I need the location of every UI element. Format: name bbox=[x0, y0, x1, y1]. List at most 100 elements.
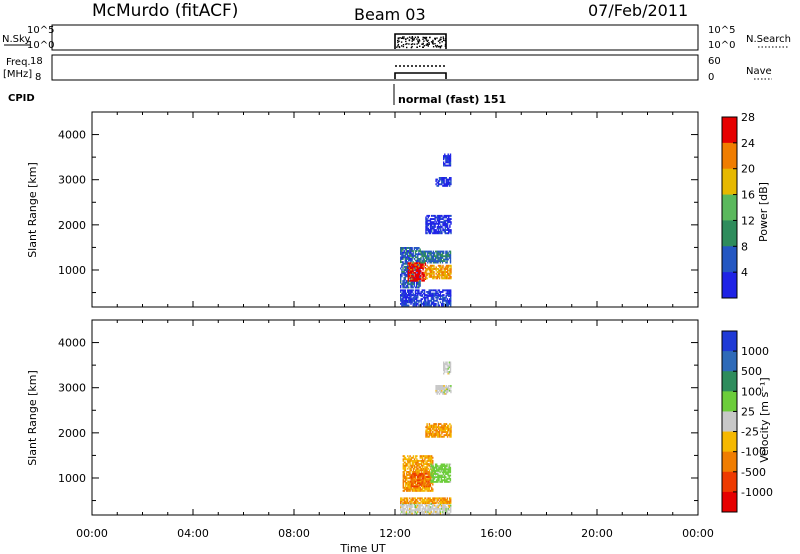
velocity-cell bbox=[438, 432, 441, 435]
nsearch-point bbox=[419, 45, 421, 47]
power-cell bbox=[409, 250, 411, 252]
power-cell bbox=[417, 275, 420, 277]
power-cell bbox=[432, 261, 435, 264]
velocity-cell bbox=[421, 507, 423, 510]
power-cell bbox=[433, 230, 435, 233]
velocity-cell bbox=[412, 474, 414, 477]
velocity-cell bbox=[437, 476, 439, 479]
power-cell bbox=[417, 276, 420, 279]
power-cell bbox=[411, 258, 413, 260]
power-cell bbox=[442, 274, 444, 277]
power-cell bbox=[435, 277, 437, 280]
velocity-cell bbox=[400, 509, 402, 512]
velocity-cell bbox=[408, 456, 410, 459]
power-cell bbox=[404, 262, 406, 265]
power-colorbar-swatch bbox=[722, 168, 737, 195]
velocity-cell bbox=[428, 500, 430, 503]
power-cell bbox=[431, 256, 433, 259]
power-cell bbox=[418, 251, 420, 254]
velocity-cell bbox=[419, 499, 421, 501]
power-cell bbox=[400, 261, 402, 264]
power-cell bbox=[409, 291, 411, 293]
velocity-cell bbox=[445, 499, 447, 501]
power-cell bbox=[437, 294, 439, 296]
power-cell bbox=[429, 230, 432, 233]
power-cell bbox=[420, 304, 422, 307]
velocity-cell bbox=[447, 366, 449, 369]
velocity-cell bbox=[420, 464, 423, 467]
velocity-cell bbox=[436, 479, 438, 482]
velocity-cell bbox=[413, 489, 416, 492]
power-cell bbox=[412, 263, 414, 266]
velocity-cell bbox=[423, 472, 426, 475]
velocity-cell bbox=[449, 479, 452, 482]
velocity-cell bbox=[443, 363, 445, 365]
power-cell bbox=[440, 269, 442, 272]
power-cell bbox=[446, 214, 449, 217]
velocity-cell bbox=[413, 464, 416, 467]
velocity-cell bbox=[417, 488, 419, 491]
power-cell bbox=[436, 298, 438, 301]
power-cell bbox=[436, 222, 439, 225]
power-cell bbox=[429, 291, 431, 293]
velocity-cell bbox=[434, 435, 436, 438]
velocity-cell bbox=[440, 479, 442, 482]
power-cell bbox=[430, 304, 433, 307]
velocity-cell bbox=[415, 483, 418, 486]
velocity-cell bbox=[427, 456, 429, 459]
velocity-cell bbox=[426, 512, 428, 515]
power-cell bbox=[416, 261, 418, 264]
power-cell bbox=[417, 291, 419, 293]
velocity-cell bbox=[404, 477, 407, 480]
nsearch-point bbox=[432, 46, 435, 48]
nsearch-point bbox=[437, 40, 440, 42]
velocity-cell bbox=[406, 512, 409, 515]
power-cell bbox=[405, 250, 408, 252]
power-cell bbox=[409, 254, 411, 257]
velocity-cell bbox=[441, 386, 443, 389]
velocity-cell bbox=[419, 482, 421, 485]
velocity-cell bbox=[446, 367, 448, 370]
power-cell bbox=[441, 221, 443, 224]
velocity-cell bbox=[419, 455, 421, 458]
power-cell bbox=[404, 304, 406, 307]
y-tick-label: 2000 bbox=[58, 219, 86, 232]
velocity-cell bbox=[449, 466, 452, 469]
velocity-cell bbox=[433, 480, 436, 483]
power-cell bbox=[443, 156, 445, 159]
power-cell bbox=[450, 232, 452, 235]
power-cell bbox=[407, 263, 409, 266]
nsearch-point bbox=[416, 43, 418, 45]
power-cell bbox=[411, 277, 413, 279]
power-cell bbox=[449, 224, 451, 227]
velocity-cell bbox=[407, 482, 409, 484]
velocity-cell bbox=[439, 507, 442, 510]
power-cell bbox=[449, 155, 452, 157]
velocity-cell bbox=[436, 388, 438, 391]
nsearch-point bbox=[406, 42, 408, 45]
power-cell bbox=[449, 269, 451, 272]
power-cell bbox=[450, 221, 452, 224]
velocity-cell bbox=[436, 510, 438, 513]
power-cell bbox=[426, 232, 428, 235]
power-cell bbox=[437, 184, 440, 187]
velocity-cell bbox=[441, 499, 443, 501]
velocity-cell bbox=[426, 467, 428, 470]
power-cell bbox=[440, 224, 442, 227]
velocity-cell bbox=[409, 482, 411, 484]
power-cell bbox=[427, 302, 429, 305]
velocity-cell bbox=[423, 482, 426, 485]
power-cell bbox=[434, 216, 436, 219]
power-cell bbox=[450, 298, 452, 301]
x-tick-label: 00:00 bbox=[76, 527, 108, 540]
power-cell bbox=[417, 261, 419, 264]
power-cell bbox=[450, 277, 452, 280]
velocity-cell bbox=[448, 466, 450, 469]
velocity-cell bbox=[434, 429, 436, 432]
power-cell bbox=[440, 226, 442, 228]
power-cell bbox=[423, 273, 425, 276]
power-cell bbox=[417, 264, 419, 267]
power-cell bbox=[436, 216, 439, 219]
nsearch-point bbox=[439, 47, 442, 49]
nsearch-point bbox=[403, 37, 405, 40]
